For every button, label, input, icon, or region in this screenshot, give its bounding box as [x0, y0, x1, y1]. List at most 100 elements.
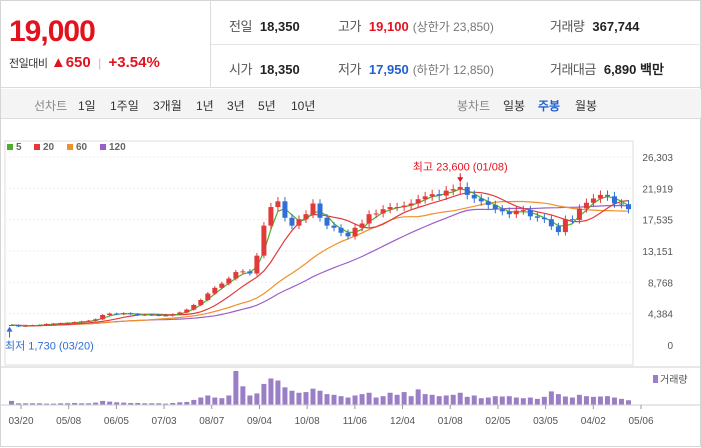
- volume-bar: [254, 393, 260, 405]
- volume-bar: [16, 403, 22, 405]
- candle-down: [506, 211, 512, 215]
- candle-up: [457, 187, 463, 190]
- volume-bar: [163, 403, 169, 405]
- candle-down: [156, 314, 162, 316]
- candle-down: [492, 204, 498, 210]
- candle-up: [107, 313, 113, 315]
- prev-close-label: 전일: [229, 19, 252, 34]
- price-change: 전일대비 ▲650 | +3.54%: [9, 54, 160, 71]
- volume-bar: [261, 383, 267, 405]
- candle-up: [373, 213, 379, 215]
- candle-up: [275, 201, 281, 208]
- volume-bar: [373, 397, 379, 405]
- x-tick-label: 12/04: [390, 416, 415, 427]
- volume-bar: [198, 397, 204, 405]
- volume-bar: [576, 394, 582, 405]
- candle-up: [219, 283, 225, 288]
- candle-up: [142, 314, 148, 316]
- y-tick-label: 4,384: [648, 310, 673, 321]
- tab-1d[interactable]: 1일: [78, 99, 96, 113]
- volume-bar: [513, 397, 519, 405]
- volume-bar: [44, 403, 50, 405]
- volume-bar: [233, 371, 239, 405]
- candle-down: [16, 324, 22, 327]
- volume-bar: [317, 390, 323, 405]
- volume-bar: [303, 392, 309, 405]
- tab-3y[interactable]: 3년: [227, 99, 245, 113]
- y-tick-label: 8,768: [648, 278, 673, 289]
- volume-bar: [37, 403, 43, 405]
- volume-bar: [401, 392, 407, 405]
- tab-monthly[interactable]: 월봉: [575, 99, 598, 113]
- max-arrowhead-icon: [457, 177, 464, 183]
- open-value: 18,350: [259, 62, 300, 77]
- volume-bar: [226, 395, 232, 405]
- volume-bar: [310, 388, 316, 405]
- legend-swatch: [34, 144, 40, 150]
- candle-down: [345, 232, 351, 237]
- prev-close-value: 18,350: [259, 19, 300, 34]
- quote-header: 19,000 전일대비 ▲650 | +3.54% 전일 18,350 고가 19,…: [1, 1, 701, 88]
- legend-label-20: 20: [43, 142, 55, 153]
- candle-up: [177, 312, 183, 315]
- candle-down: [485, 201, 491, 205]
- volume-bar: [408, 396, 414, 405]
- candle-up: [72, 322, 78, 324]
- volume-bar: [268, 378, 274, 405]
- line-chart-label: 선차트: [34, 99, 68, 113]
- x-tick-label: 07/03: [152, 416, 177, 427]
- volume-bar: [464, 396, 470, 405]
- candle-up: [303, 214, 309, 220]
- candle-down: [289, 217, 295, 226]
- candle-down: [555, 226, 561, 233]
- volume-bar: [422, 394, 428, 405]
- candle-up: [240, 271, 246, 273]
- candle-up: [51, 323, 57, 325]
- volume-bar: [604, 396, 610, 405]
- candle-up: [366, 214, 372, 224]
- tab-weekly[interactable]: 주봉: [538, 99, 561, 113]
- change-percent: +3.54%: [108, 54, 160, 71]
- volume-bar: [219, 398, 225, 405]
- y-tick-label: 26,303: [642, 153, 673, 164]
- volume-bar: [492, 396, 498, 405]
- max-price-label: 최고 23,600 (01/08): [413, 160, 508, 173]
- volume-bar: [9, 400, 15, 405]
- tab-daily[interactable]: 일봉: [503, 99, 526, 113]
- tab-10y[interactable]: 10년: [291, 99, 316, 113]
- candle-up: [394, 207, 400, 209]
- candle-up: [401, 205, 407, 208]
- volume-bar: [51, 403, 57, 405]
- candle-up: [44, 323, 50, 325]
- volume-bar: [548, 391, 554, 405]
- tab-1w[interactable]: 1주일: [110, 99, 139, 113]
- candle-up: [513, 210, 519, 215]
- tab-1y[interactable]: 1년: [196, 99, 214, 113]
- legend-swatch: [100, 144, 106, 150]
- volume-bar: [247, 395, 253, 405]
- volume-bar: [79, 403, 85, 405]
- candle-up: [359, 223, 365, 228]
- candle-up: [408, 203, 414, 206]
- tab-3m[interactable]: 3개월: [153, 99, 182, 113]
- candle-down: [569, 219, 575, 221]
- candle-down: [149, 314, 155, 316]
- prev-close: 전일 18,350: [229, 16, 300, 35]
- candle-up: [58, 323, 64, 325]
- volume-bar: [429, 394, 435, 405]
- candle-up: [380, 209, 386, 214]
- volume-bar: [450, 394, 456, 405]
- x-tick-label: 05/06: [628, 416, 653, 427]
- volume-bar: [359, 394, 365, 405]
- legend-label-5: 5: [16, 142, 22, 153]
- candle-down: [464, 187, 470, 195]
- volume-bar: [212, 397, 218, 405]
- candle-down: [604, 194, 610, 197]
- candle-down: [247, 271, 253, 274]
- y-tick-label: 17,535: [642, 216, 673, 227]
- tab-5y[interactable]: 5년: [258, 99, 276, 113]
- candle-up: [23, 325, 29, 327]
- volume-bar: [275, 380, 281, 405]
